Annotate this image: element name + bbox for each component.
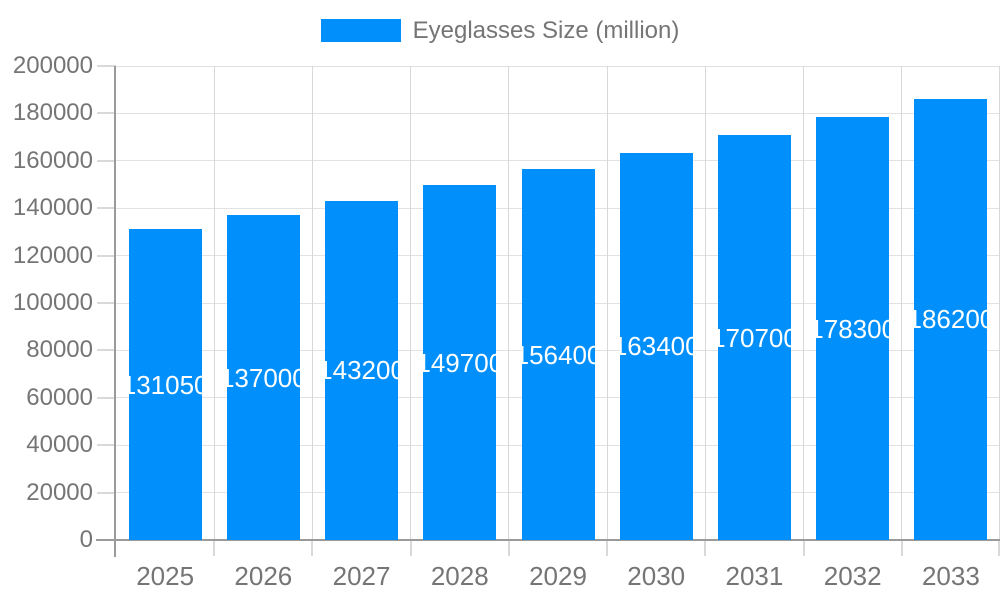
y-axis-label: 180000: [12, 99, 93, 127]
y-axis-label: 60000: [26, 383, 93, 411]
x-axis-label-2033: 2033: [921, 561, 980, 591]
y-axis-tick: [97, 444, 116, 447]
x-gridline: [508, 66, 510, 540]
x-axis-label-2032: 2032: [823, 561, 882, 591]
x-gridline: [213, 66, 215, 540]
y-axis-tick: [97, 396, 116, 399]
x-gridline: [901, 66, 903, 540]
x-axis-label-2028: 2028: [430, 561, 489, 591]
y-axis-line: [114, 66, 116, 557]
x-gridline: [704, 66, 706, 540]
bar-2031[interactable]: 170700: [717, 135, 791, 540]
y-axis-tick: [97, 302, 116, 304]
x-gridline: [606, 66, 608, 540]
bar-value-label: 163400: [619, 331, 693, 362]
y-axis-label: 200000: [12, 52, 93, 79]
legend: Eyeglasses Size (million): [0, 17, 1000, 44]
y-gridline: [116, 65, 1000, 67]
y-gridline: [116, 160, 1000, 162]
bar-value-label: 178300: [816, 313, 890, 344]
bar-2028[interactable]: 149700: [423, 185, 497, 540]
x-gridline: [803, 66, 805, 540]
bar-value-label: 156400: [521, 339, 595, 370]
bar-2026[interactable]: 137000: [226, 215, 300, 540]
x-axis-tick: [704, 540, 707, 556]
x-axis-label-2026: 2026: [234, 561, 293, 591]
y-axis-label: 0: [79, 526, 93, 553]
bar-2025[interactable]: 131050: [128, 229, 202, 540]
x-gridline: [311, 66, 313, 540]
y-axis-label: 100000: [12, 289, 93, 316]
x-axis-tick: [213, 540, 216, 556]
legend-item[interactable]: Eyeglasses Size (million): [320, 17, 680, 44]
bar-2027[interactable]: 143200: [325, 200, 399, 540]
y-axis-tick: [97, 65, 116, 67]
x-axis-label-2029: 2029: [529, 561, 587, 591]
x-axis-label-2030: 2030: [627, 561, 686, 591]
bar-value-label: 149700: [423, 347, 497, 378]
bar-2033[interactable]: 186200: [914, 98, 988, 540]
x-gridline: [410, 66, 412, 540]
y-axis-label: 40000: [26, 431, 93, 459]
bar-value-label: 131050: [128, 369, 202, 400]
bar-value-label: 186200: [914, 304, 988, 335]
legend-swatch-icon: [320, 19, 401, 42]
y-axis-tick: [97, 254, 116, 257]
x-axis-label-2031: 2031: [725, 561, 784, 591]
bar-value-label: 137000: [226, 362, 300, 393]
x-axis-label-2027: 2027: [332, 561, 391, 591]
y-axis-label: 160000: [12, 146, 93, 174]
y-axis-label: 80000: [26, 336, 93, 364]
y-gridline: [116, 112, 1000, 114]
bar-value-label: 170700: [717, 322, 791, 353]
x-axis-label-2025: 2025: [136, 561, 195, 591]
y-axis-tick: [97, 112, 116, 115]
x-axis-tick: [606, 540, 609, 556]
y-axis-label: 140000: [12, 194, 93, 222]
y-axis-tick: [97, 349, 116, 352]
x-gridline: [998, 66, 1000, 540]
y-axis-label: 120000: [12, 241, 93, 269]
x-axis-tick: [900, 540, 903, 556]
y-axis-tick: [97, 491, 116, 494]
x-axis-line: [96, 539, 1000, 541]
x-axis-tick: [998, 540, 1000, 556]
x-axis-tick: [507, 540, 510, 556]
bar-2030[interactable]: 163400: [619, 152, 693, 540]
x-axis-tick: [802, 540, 805, 556]
x-axis-tick: [311, 540, 314, 556]
bar-2029[interactable]: 156400: [521, 169, 595, 540]
legend-label: Eyeglasses Size (million): [412, 17, 680, 44]
y-axis-tick: [97, 207, 116, 210]
y-axis-label: 20000: [26, 478, 93, 506]
y-axis-tick: [97, 159, 116, 162]
bar-value-label: 143200: [325, 355, 399, 386]
bar-2032[interactable]: 178300: [816, 117, 890, 540]
x-axis-tick: [409, 540, 412, 556]
